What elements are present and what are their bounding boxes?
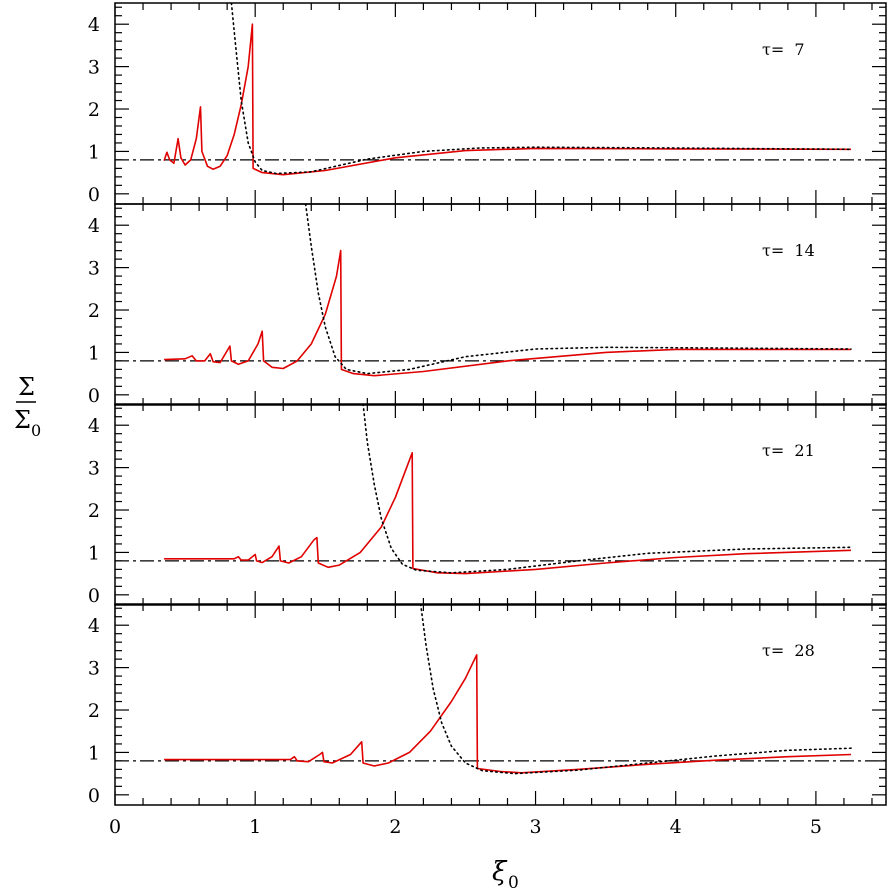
panel-2: 0 1 2 3 4 τ= 14 [88, 203, 887, 407]
dotted-series-line [362, 404, 852, 574]
tau-label: τ= 21 [762, 441, 815, 460]
y-tick-label: 4 [88, 415, 100, 437]
panel-3: 0 1 2 3 4 τ= 21 [88, 403, 887, 607]
y-tick-label: 3 [88, 258, 100, 280]
tau-label: τ= 28 [762, 641, 815, 660]
curves [115, 204, 886, 377]
y-tick-label: 1 [88, 342, 100, 364]
x-tick-label: 1 [249, 816, 261, 838]
y-tick-label: 3 [88, 458, 100, 480]
curves [115, 604, 886, 775]
y-tick-label: 4 [88, 215, 100, 237]
tau-label: τ= 14 [762, 241, 815, 260]
x-tick-label: 5 [810, 816, 822, 838]
y-label-denominator: Σ [14, 406, 31, 434]
y-tick-label: 1 [88, 542, 100, 564]
y-tick-label: 3 [88, 57, 100, 79]
panel-frame [114, 203, 887, 406]
x-tick-label: 0 [109, 816, 121, 838]
dotted-series-line [304, 204, 852, 375]
y-tick-label: 4 [88, 14, 100, 36]
solid-series-line [164, 654, 852, 774]
y-tick-label: 2 [88, 99, 100, 121]
x-label-sub: 0 [508, 873, 519, 893]
y-tick-label: 3 [88, 658, 100, 680]
y-tick-label: 1 [88, 742, 100, 764]
y-tick-label: 1 [88, 141, 100, 163]
dotted-series-line [230, 3, 852, 175]
y-label-numerator: Σ [18, 373, 35, 401]
solid-series-line [164, 452, 852, 575]
panel-frame [114, 603, 887, 806]
panel-frame [114, 2, 887, 205]
y-tick-label: 0 [88, 385, 100, 407]
solid-series-line [164, 249, 851, 377]
x-axis-label: ξ 0 [492, 857, 519, 893]
solid-series-line [163, 23, 852, 176]
y-tick-label: 2 [88, 300, 100, 322]
y-axis-label: Σ Σ 0 [14, 373, 41, 440]
panel-1: 0 1 2 3 4 τ= 7 [88, 2, 887, 206]
y-tick-label: 2 [88, 700, 100, 722]
panel-4: 0 1 2 3 4 τ= 28 [88, 603, 887, 807]
y-tick-label: 0 [88, 184, 100, 206]
y-tick-label: 0 [88, 585, 100, 607]
x-tick-label: 2 [389, 816, 401, 838]
y-label-denominator-sub: 0 [31, 421, 41, 440]
tau-label: τ= 7 [762, 40, 805, 59]
x-tick-label: 3 [529, 816, 541, 838]
curves [115, 3, 886, 176]
y-tick-label: 0 [88, 785, 100, 807]
y-tick-label: 2 [88, 500, 100, 522]
dotted-series-line [419, 604, 852, 775]
y-tick-label: 4 [88, 615, 100, 637]
x-tick-label: 4 [670, 816, 682, 838]
curves [115, 404, 886, 575]
panel-frame [114, 403, 887, 606]
x-label: ξ [492, 857, 508, 887]
